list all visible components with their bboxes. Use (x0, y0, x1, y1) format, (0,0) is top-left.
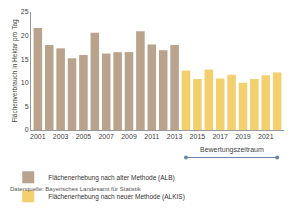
svg-text:2011: 2011 (144, 133, 159, 140)
svg-text:10: 10 (21, 79, 29, 86)
svg-text:Flächenerhebung nach alter Met: Flächenerhebung nach alter Methode (ALB) (48, 174, 174, 182)
svg-text:2017: 2017 (212, 133, 228, 140)
svg-text:Bewertungszeitraum: Bewertungszeitraum (200, 146, 264, 154)
svg-text:Datenquelle: Bayerisches Lande: Datenquelle: Bayerisches Landesamt für S… (10, 186, 142, 192)
svg-text:2015: 2015 (190, 133, 206, 140)
svg-text:15: 15 (21, 56, 29, 63)
svg-text:25: 25 (21, 8, 29, 15)
svg-text:Flächenverbrauch in Hektar pro: Flächenverbrauch in Hektar pro Tag (11, 19, 19, 123)
svg-text:2013: 2013 (167, 133, 183, 140)
svg-text:2019: 2019 (235, 133, 251, 140)
svg-text:0: 0 (25, 126, 29, 133)
svg-text:2005: 2005 (76, 133, 92, 140)
svg-text:2001: 2001 (30, 133, 46, 140)
svg-text:5: 5 (25, 103, 29, 110)
svg-text:2007: 2007 (98, 133, 114, 140)
svg-text:20: 20 (21, 32, 29, 39)
svg-text:2021: 2021 (258, 133, 274, 140)
svg-text:2009: 2009 (121, 133, 137, 140)
svg-text:Flächenerhebung nach neuer Met: Flächenerhebung nach neuer Methode (ALKI… (48, 193, 185, 201)
svg-text:2003: 2003 (53, 133, 69, 140)
